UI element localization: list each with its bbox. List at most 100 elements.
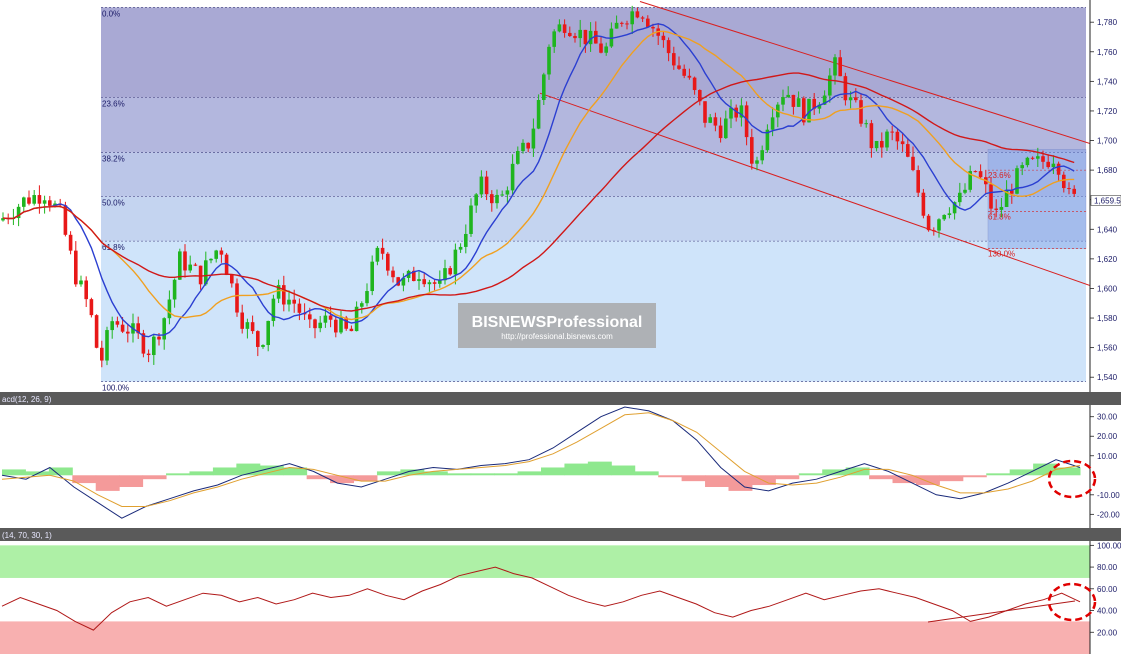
histogram-bar-negative [658, 475, 683, 478]
histogram-bar-positive [541, 467, 565, 476]
candle-down [1067, 188, 1071, 190]
candle-up [32, 195, 36, 204]
price-tick-label: 1,600 [1097, 284, 1118, 293]
histogram-bar-positive [1009, 469, 1034, 476]
candle-down [802, 98, 806, 123]
candle-down [490, 194, 494, 204]
candle-down [594, 30, 598, 44]
candle-down [703, 101, 707, 123]
candle-up [729, 107, 733, 119]
candle-down [48, 200, 52, 206]
candle-down [921, 192, 926, 216]
candle-up [937, 219, 941, 231]
candle-down [349, 328, 354, 332]
candle-up [162, 318, 166, 340]
candle-up [630, 11, 634, 25]
candle-up [16, 206, 21, 219]
candle-down [911, 156, 915, 171]
price-tick-label: 1,740 [1097, 77, 1118, 86]
candle-down [661, 35, 666, 41]
histogram-bar-negative [705, 475, 729, 487]
candle-up [1036, 156, 1040, 159]
candle-up [214, 250, 218, 259]
candle-down [682, 68, 686, 76]
histogram-bar-positive [400, 469, 425, 476]
candle-down [677, 65, 681, 69]
candlestick-series [1, 5, 1076, 368]
small-fibonacci-label: 61.8% [988, 213, 1011, 222]
histogram-bar-positive [2, 469, 26, 476]
macd-panel [0, 405, 1090, 528]
candle-down [256, 331, 260, 347]
channel-upper-line [639, 1, 1090, 144]
last-price-label: 1,659.5 [1094, 196, 1121, 205]
histogram-bar-negative [353, 475, 378, 482]
candle-up [438, 280, 442, 284]
candle-down [422, 279, 426, 285]
candle-up [552, 31, 556, 47]
rsi-line [1, 566, 1081, 631]
candle-up [947, 213, 952, 215]
price-tick-label: 1,620 [1097, 255, 1118, 264]
watermark: BISNEWSProfessional http://professional.… [458, 303, 656, 348]
candle-down [625, 23, 629, 25]
candle-up [360, 303, 364, 307]
candle-down [63, 205, 68, 235]
histogram-bar-positive [822, 469, 847, 476]
rsi-oversold-zone [0, 621, 1090, 654]
separator-2 [0, 528, 1121, 541]
histogram-bar-negative [72, 475, 97, 484]
candle-down [1072, 188, 1076, 194]
fibonacci-label: 0.0% [102, 9, 120, 18]
candle-up [1020, 165, 1024, 169]
channel-lower-line [539, 92, 1090, 286]
candle-up [105, 330, 109, 361]
candle-up [245, 322, 250, 329]
watermark-brand: BISNEWSProfessional [472, 314, 643, 331]
candle-down [412, 270, 416, 282]
candle-up [172, 279, 177, 300]
small-fibonacci-box: 23.6% 61.8% 130.0% [987, 149, 1087, 259]
candle-down [791, 94, 796, 107]
price-tick-label: 1,780 [1097, 18, 1118, 27]
candle-up [261, 345, 265, 347]
candle-up [1025, 157, 1030, 166]
candle-up [22, 197, 26, 207]
candle-down [620, 22, 624, 24]
candle-up [375, 247, 380, 262]
candle-up [339, 317, 343, 333]
separator-1 [0, 392, 1121, 405]
candle-up [495, 194, 499, 204]
candle-down [978, 171, 983, 178]
candle-down [391, 270, 395, 278]
last-price-marker: 1,659.5 [1090, 195, 1121, 206]
rsi-overbought-zone [0, 545, 1090, 578]
candle-down [313, 319, 317, 329]
candle-down [973, 171, 978, 173]
candle-up [578, 29, 582, 39]
candle-down [157, 336, 161, 340]
candle-up [609, 28, 614, 47]
candle-up [110, 321, 114, 331]
candle-up [469, 205, 473, 234]
candle-down [932, 230, 936, 232]
candle-down [687, 75, 692, 78]
candle-down [1046, 161, 1050, 168]
rsi-tick-label: 40.00 [1097, 607, 1118, 616]
candle-up [287, 299, 291, 305]
histogram-bar-negative [681, 475, 706, 482]
price-tick-label: 1,700 [1097, 137, 1118, 146]
candle-up [708, 117, 712, 123]
candle-up [42, 200, 47, 204]
candle-down [843, 76, 848, 101]
trend-channel [539, 1, 1090, 286]
histogram-bar-negative [142, 475, 167, 480]
price-tick-label: 1,540 [1097, 373, 1118, 382]
candle-down [380, 247, 385, 254]
histogram-bar-negative [95, 475, 120, 491]
macd-tick-label: 20.00 [1097, 432, 1118, 441]
small-fibonacci-label: 130.0% [988, 250, 1015, 259]
candle-up [266, 320, 270, 346]
histogram-bar-negative [939, 475, 964, 482]
candle-down [1010, 190, 1014, 194]
